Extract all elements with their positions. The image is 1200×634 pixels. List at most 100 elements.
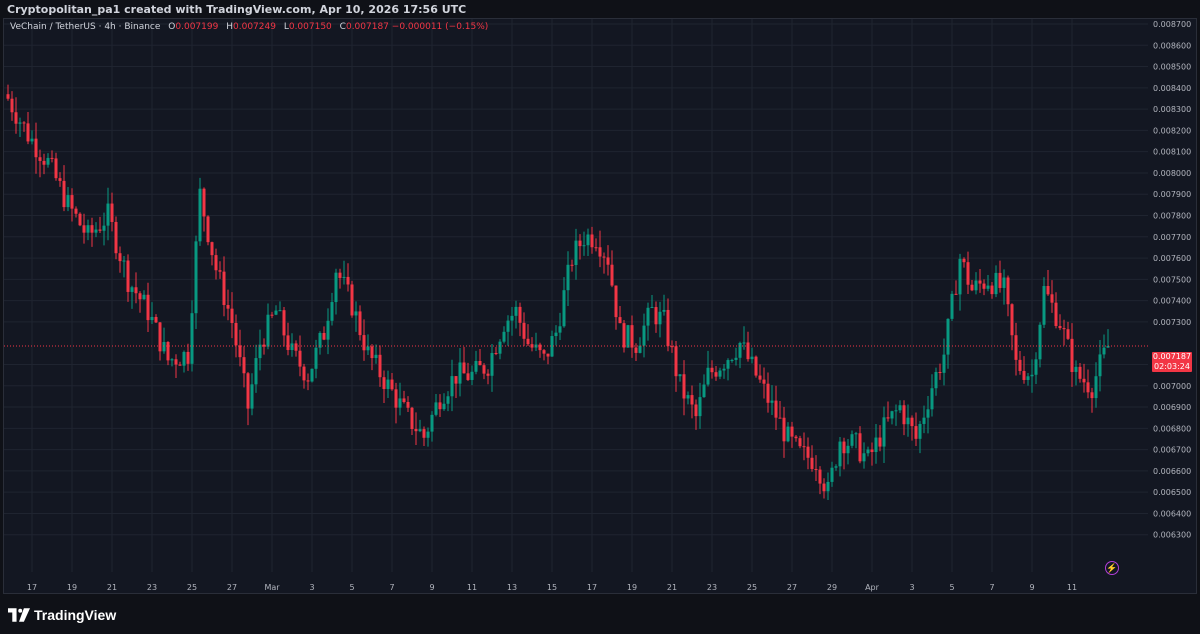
candle-body [314,347,318,369]
candle-body [718,370,722,377]
candle-body [846,445,850,454]
candle-body [902,405,906,425]
candle-body [234,322,238,346]
candle-body [1018,359,1022,371]
x-tick-label: 3 [909,583,914,592]
candle-body [226,305,230,309]
candle-body [118,253,122,262]
candle-body [950,293,954,319]
candle-body [158,322,162,352]
y-tick-label: 0.007800 [1153,212,1191,221]
candle-body [198,188,202,242]
candle-body [990,285,994,295]
y-tick-label: 0.008600 [1153,41,1191,50]
candle-body [1086,382,1090,393]
candle-body [614,285,618,318]
candle-body [778,417,782,419]
candle-body [266,314,270,347]
candle-body [766,383,770,403]
candle-body [646,307,650,326]
x-tick-label: 29 [827,583,837,592]
attribution-caption: Cryptopolitan_pa1 created with TradingVi… [7,3,467,16]
candle-body [542,350,546,354]
price-chart[interactable]: 0.008700 0.008600 0.008500 0.008400 0.008300… [0,0,1200,594]
high-label: H [226,22,233,32]
candle-body [82,225,86,233]
chart-panel[interactable] [3,18,1197,594]
candle-body [890,411,894,419]
candle-body [366,346,370,351]
tradingview-logo-icon [8,608,30,622]
candle-body [550,336,554,357]
candle-body [218,270,222,272]
x-tick-label: 15 [547,583,557,592]
candle-body [286,335,290,351]
candle-body [974,280,978,291]
candle-body [618,317,622,324]
candle-body [954,293,958,295]
x-tick-label: 3 [309,583,314,592]
candle-body [602,256,606,258]
candle-body [1022,370,1026,380]
tradingview-brand[interactable]: TradingView [8,606,116,624]
candle-body [18,122,22,124]
candle-body [450,376,454,397]
candle-body [1046,286,1050,295]
candle-body [878,437,882,447]
lightning-icon[interactable]: ⚡ [1105,561,1119,575]
candle-body [710,367,714,373]
candle-body [642,325,646,346]
candle-body [334,272,338,303]
candle-body [762,379,766,384]
candle-body [130,287,134,292]
candle-body [350,284,354,316]
candle-body [22,122,26,124]
candle-body [726,360,730,369]
candle-body [970,284,974,291]
candle-body [10,98,14,113]
candle-body [1054,302,1058,326]
candle-body [142,294,146,300]
candle-body [462,362,466,374]
candle-body [342,276,346,278]
candle-body [1078,366,1082,379]
candle-body [994,272,998,295]
candle-body [362,335,366,351]
candle-body [298,350,302,367]
candle-body [190,313,194,364]
symbol-legend: VeChain / TetherUS · 4h · Binance O0.007… [10,22,488,36]
x-tick-label: 21 [107,583,117,592]
candle-body [770,400,774,403]
candle-body [842,441,846,454]
candle-body [862,453,866,462]
candle-body [694,404,698,417]
x-tick-label: 23 [707,583,717,592]
candle-body [454,376,458,384]
candle-body [282,310,286,336]
candle-body [1042,286,1046,325]
candle-body [546,353,550,357]
candle-body [382,377,386,389]
candle-body [1074,366,1078,372]
candle-body [182,351,186,366]
candle-body [278,310,282,312]
y-tick-label: 0.007400 [1153,297,1191,306]
candle-body [430,414,434,432]
candle-body [394,389,398,408]
candle-body [290,343,294,351]
candle-body [858,433,862,462]
candle-body [986,285,990,289]
candle-body [854,433,858,435]
candle-body [790,426,794,437]
candle-body [418,429,422,432]
candle-body [66,195,70,208]
candle-body [390,379,394,390]
candle-body [874,437,878,453]
candle-body [870,449,874,453]
candle-body [426,431,430,438]
candle-body [898,405,902,411]
candle-body [326,320,330,340]
candle-body [1066,329,1070,339]
y-tick-label: 0.006900 [1153,403,1191,412]
x-tick-label: 9 [1029,583,1034,592]
